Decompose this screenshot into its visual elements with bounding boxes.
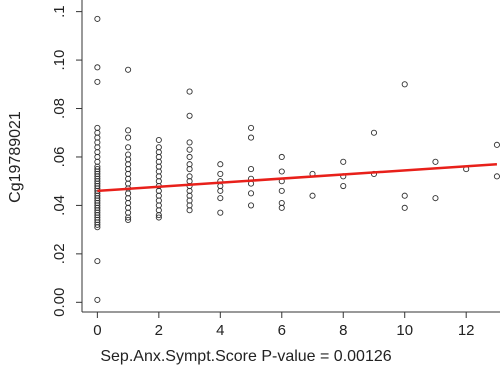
point <box>278 168 285 175</box>
point <box>340 182 347 190</box>
x-tick-label: 8 <box>339 322 347 339</box>
point <box>217 187 224 194</box>
point <box>217 161 224 168</box>
point <box>186 153 193 161</box>
point <box>370 129 378 136</box>
point <box>278 187 285 194</box>
point <box>432 195 439 202</box>
point <box>186 112 193 119</box>
point <box>186 88 193 95</box>
x-tick-label: 12 <box>458 322 475 339</box>
point <box>155 212 162 219</box>
point <box>94 258 101 265</box>
point <box>493 173 500 180</box>
point <box>217 209 224 216</box>
point <box>401 204 408 211</box>
x-tick-label: 10 <box>396 322 413 339</box>
point <box>186 166 193 173</box>
x-axis-label: Sep.Anx.Sympt.Score P-value = 0.00126 <box>100 348 391 365</box>
point <box>186 139 193 146</box>
x-tick-label: 4 <box>216 322 224 339</box>
point <box>217 170 224 177</box>
point <box>247 190 255 197</box>
point <box>247 202 255 209</box>
point <box>401 81 408 88</box>
y-tick-label: .06 <box>51 147 68 168</box>
point <box>186 146 193 153</box>
fit-line <box>97 162 498 193</box>
y-tick-label: .1 <box>51 5 68 18</box>
point <box>125 134 132 141</box>
point <box>155 136 162 144</box>
point <box>94 15 101 22</box>
x-tick-label: 2 <box>155 322 163 339</box>
point <box>125 127 132 134</box>
point <box>217 195 224 202</box>
y-tick-label: .10 <box>51 50 68 71</box>
point <box>125 144 132 151</box>
point <box>278 204 285 211</box>
point <box>309 192 316 199</box>
y-tick-label: .04 <box>51 195 68 216</box>
y-tick-label: .02 <box>51 243 68 264</box>
point <box>94 296 101 303</box>
y-tick-label: .08 <box>51 98 68 119</box>
point <box>125 216 132 224</box>
point <box>125 66 132 73</box>
point <box>340 158 347 165</box>
point <box>186 207 193 214</box>
point <box>247 134 255 141</box>
x-tick-label: 0 <box>93 322 101 339</box>
point <box>94 78 101 85</box>
point <box>493 141 500 148</box>
point <box>94 224 101 231</box>
point <box>278 153 285 161</box>
point <box>247 124 255 131</box>
point <box>155 214 162 221</box>
y-tick-label: 0.00 <box>51 288 68 317</box>
point <box>401 192 408 199</box>
x-tick-label: 6 <box>278 322 286 339</box>
y-axis-label: Cg19789021 <box>7 111 24 203</box>
point <box>432 158 439 165</box>
point <box>94 64 101 71</box>
point <box>125 214 132 221</box>
point <box>94 221 101 228</box>
point <box>247 166 255 173</box>
